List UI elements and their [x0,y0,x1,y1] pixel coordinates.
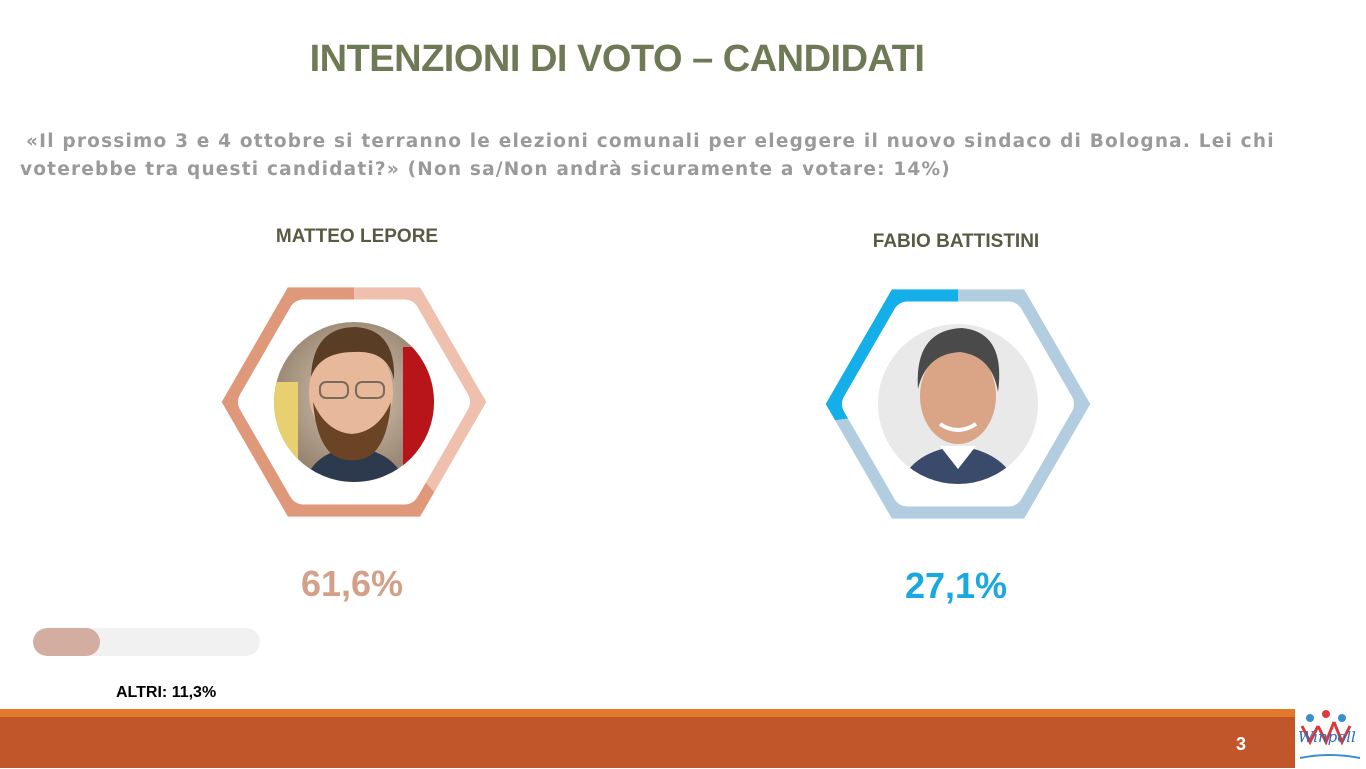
others-bar-fill [33,628,100,656]
footer-bar [0,717,1295,768]
candidate-name-battistini: FABIO BATTISTINI [872,231,1040,252]
others-label: ALTRI: 11,3% [116,684,217,701]
logo-text: Winpoll [1298,728,1356,746]
lepore-donut-chart [198,265,510,539]
question-line-2: voterebbe tra questi candidati?» (Non sa… [20,159,951,180]
question-line-1: «Il prossimo 3 e 4 ottobre si terranno l… [26,131,1275,152]
battistini-percentage: 27,1% [904,565,1008,606]
page-number: 3 [1236,734,1247,754]
candidate-name-lepore: MATTEO LEPORE [275,226,439,247]
survey-question: «Il prossimo 3 e 4 ottobre si terranno l… [20,128,1320,184]
others-bar-track [33,628,260,656]
winpoll-logo: Winpoll [1296,708,1362,764]
footer-accent-line [0,709,1295,717]
slide-title: INTENZIONI DI VOTO – CANDIDATI [309,38,925,80]
candidate-photo-lepore [274,322,434,482]
lepore-percentage: 61,6% [300,563,404,604]
battistini-donut-chart [802,267,1114,541]
